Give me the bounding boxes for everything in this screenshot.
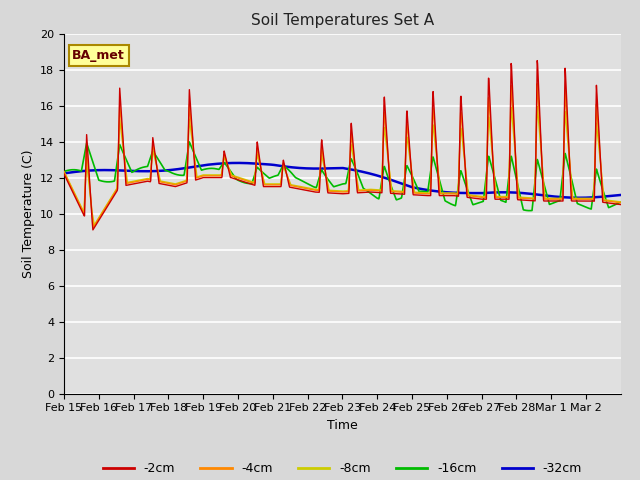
Text: BA_met: BA_met (72, 49, 125, 62)
Title: Soil Temperatures Set A: Soil Temperatures Set A (251, 13, 434, 28)
Legend: -2cm, -4cm, -8cm, -16cm, -32cm: -2cm, -4cm, -8cm, -16cm, -32cm (97, 457, 588, 480)
X-axis label: Time: Time (327, 419, 358, 432)
Y-axis label: Soil Temperature (C): Soil Temperature (C) (22, 149, 35, 278)
